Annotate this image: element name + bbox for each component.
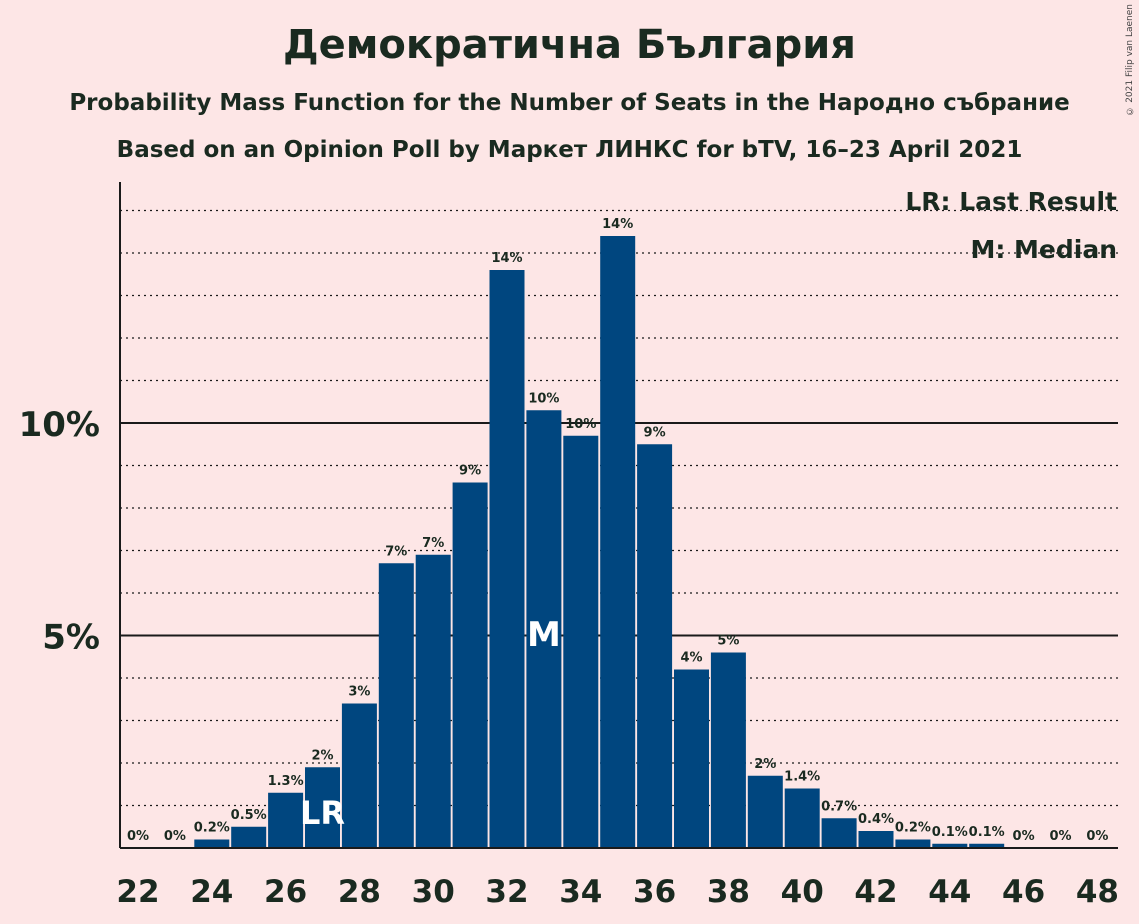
bar-34 bbox=[563, 435, 599, 848]
bar-value-label: 9% bbox=[459, 464, 481, 479]
bar-32 bbox=[489, 270, 525, 848]
bar-value-label: 10% bbox=[565, 417, 596, 432]
bar-value-label: 0% bbox=[164, 829, 186, 844]
bar-value-label: 4% bbox=[680, 651, 702, 666]
median-marker: M bbox=[527, 615, 561, 655]
bar-31 bbox=[452, 482, 488, 848]
bar-value-label: 0.4% bbox=[858, 812, 894, 827]
x-tick-label: 24 bbox=[190, 874, 233, 910]
bar-value-label: 14% bbox=[491, 251, 522, 266]
bar-28 bbox=[341, 703, 377, 848]
chart-subtitle: Probability Mass Function for the Number… bbox=[69, 90, 1070, 116]
x-tick-label: 32 bbox=[485, 874, 528, 910]
x-tick-label: 46 bbox=[1002, 874, 1045, 910]
bar-26 bbox=[268, 792, 304, 848]
x-tick-label: 22 bbox=[116, 874, 159, 910]
bar-24 bbox=[194, 839, 230, 848]
x-tick-label: 28 bbox=[338, 874, 381, 910]
bar-30 bbox=[415, 554, 451, 848]
bar-38 bbox=[710, 652, 746, 848]
legend-entry: M: Median bbox=[970, 235, 1117, 264]
bar-36 bbox=[637, 444, 673, 848]
x-tick-label: 36 bbox=[633, 874, 676, 910]
legend-entry: LR: Last Result bbox=[905, 187, 1117, 216]
bar-40 bbox=[784, 788, 820, 848]
bar-25 bbox=[231, 826, 267, 848]
bar-37 bbox=[674, 669, 709, 848]
last-result-marker: LR bbox=[300, 794, 345, 832]
bar-35 bbox=[600, 236, 636, 848]
bar-value-label: 0% bbox=[127, 829, 149, 844]
bar-value-label: 0.2% bbox=[194, 821, 230, 836]
bar-33 bbox=[526, 410, 562, 848]
bar-value-label: 2% bbox=[311, 748, 333, 763]
bar-value-label: 0% bbox=[1049, 829, 1071, 844]
y-tick-label: 10% bbox=[19, 405, 100, 445]
bar-value-label: 7% bbox=[422, 536, 444, 551]
bar-value-label: 0% bbox=[1086, 829, 1108, 844]
x-tick-label: 48 bbox=[1076, 874, 1119, 910]
bar-39 bbox=[747, 775, 783, 848]
bar-45 bbox=[969, 843, 1005, 848]
bar-value-label: 0.7% bbox=[821, 799, 857, 814]
bar-value-label: 5% bbox=[717, 634, 739, 649]
x-tick-label: 38 bbox=[707, 874, 750, 910]
bar-value-label: 3% bbox=[348, 685, 370, 700]
bar-value-label: 9% bbox=[644, 425, 666, 440]
chart-subtitle-source: Based on an Opinion Poll by Маркет ЛИНКС… bbox=[116, 137, 1023, 163]
bar-value-label: 0.2% bbox=[895, 821, 931, 836]
chart-title: Демократична България bbox=[282, 22, 856, 68]
bar-29 bbox=[378, 563, 414, 848]
bar-43 bbox=[895, 839, 931, 848]
x-tick-label: 30 bbox=[412, 874, 455, 910]
bar-value-label: 1.4% bbox=[784, 770, 820, 785]
bar-27 bbox=[305, 767, 340, 848]
y-tick-label: 5% bbox=[42, 618, 100, 658]
bar-value-label: 10% bbox=[528, 391, 559, 406]
bar-value-label: 14% bbox=[602, 217, 633, 232]
bar-value-label: 0.1% bbox=[969, 825, 1005, 840]
bar-value-label: 2% bbox=[754, 757, 776, 772]
bar-41 bbox=[821, 818, 857, 848]
bar-value-label: 0% bbox=[1013, 829, 1035, 844]
x-tick-label: 34 bbox=[559, 874, 602, 910]
bar-value-label: 0.5% bbox=[231, 808, 267, 823]
bar-42 bbox=[858, 831, 894, 848]
x-tick-label: 42 bbox=[854, 874, 897, 910]
bar-44 bbox=[932, 843, 968, 848]
x-tick-label: 26 bbox=[264, 874, 307, 910]
x-tick-label: 40 bbox=[781, 874, 824, 910]
bar-value-label: 7% bbox=[385, 544, 407, 559]
x-tick-label: 44 bbox=[928, 874, 971, 910]
bar-value-label: 0.1% bbox=[932, 825, 968, 840]
bar-value-label: 1.3% bbox=[268, 774, 304, 789]
